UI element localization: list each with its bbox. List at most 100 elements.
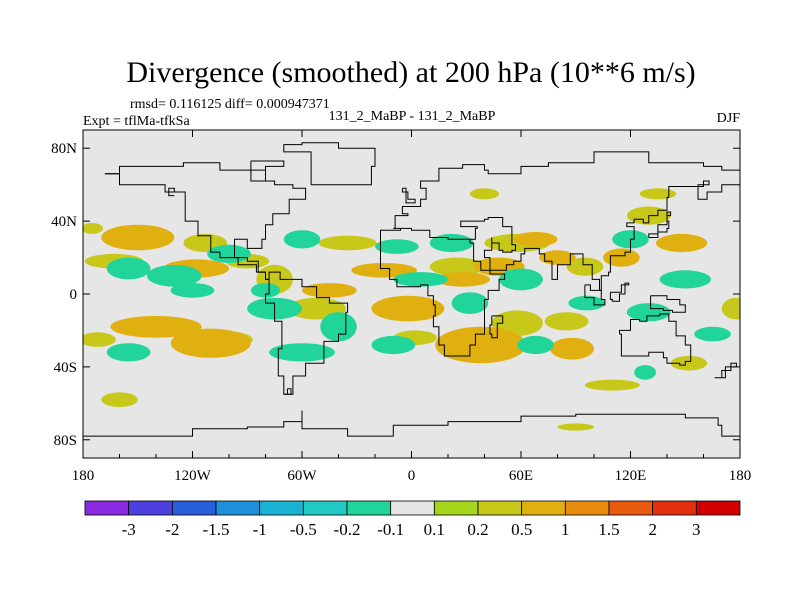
colorbar-swatch-14 bbox=[695, 500, 741, 516]
colorbar-swatch-2 bbox=[171, 500, 217, 516]
divergence-region-0 bbox=[83, 222, 103, 234]
coastline-16 bbox=[401, 187, 416, 204]
coastline-14 bbox=[83, 410, 740, 440]
colorbar-label-1: -2 bbox=[165, 520, 179, 539]
divergence-region-36 bbox=[656, 233, 708, 253]
convergence-region-2 bbox=[207, 244, 251, 263]
coastline-17 bbox=[283, 388, 292, 395]
colorbar-label-10: 1 bbox=[561, 520, 570, 539]
comparison-label: 131_2_MaBP - 131_2_MaBP bbox=[329, 109, 496, 124]
colorbar-swatch-11 bbox=[564, 500, 610, 516]
coastline-9 bbox=[609, 282, 630, 302]
coastline-18 bbox=[250, 160, 285, 182]
divergence-region-20 bbox=[557, 423, 595, 431]
divergence-region-5 bbox=[83, 332, 116, 347]
colorbar-swatch-10 bbox=[521, 500, 566, 516]
y-tick-label-2: 0 bbox=[70, 287, 78, 303]
chart-title: Divergence (smoothed) at 200 hPa (10**6 … bbox=[126, 56, 695, 89]
divergence-region-22 bbox=[469, 188, 500, 200]
map-plot bbox=[82, 129, 741, 459]
colorbar-label-5: -0.2 bbox=[334, 520, 361, 539]
divergence-region-26 bbox=[170, 328, 251, 358]
coastline-13 bbox=[714, 362, 737, 379]
experiment-label: Expt = tflMa-tfkSa bbox=[83, 114, 190, 129]
colorbar-swatch-1 bbox=[128, 500, 173, 516]
season-label: DJF bbox=[717, 111, 741, 126]
coastline-1 bbox=[104, 173, 266, 280]
coastline-5 bbox=[380, 227, 506, 357]
x-axis: 180 120W 60W 0 60E 120E 180 bbox=[72, 130, 752, 484]
divergence-region-27 bbox=[302, 283, 357, 298]
colorbar-label-8: 0.2 bbox=[467, 520, 488, 539]
convergence-region-12 bbox=[499, 268, 543, 291]
colorbar-label-0: -3 bbox=[122, 520, 136, 539]
colorbar-swatch-12 bbox=[608, 500, 654, 516]
divergence-region-30 bbox=[435, 272, 490, 287]
colorbar-label-13: 3 bbox=[692, 520, 701, 539]
colorbar-label-6: -0.1 bbox=[377, 520, 404, 539]
convergence-region-13 bbox=[568, 295, 605, 311]
x-tick-label-3: 0 bbox=[408, 468, 416, 484]
colorbar: -3 -2 -1.5 -1 -0.5 -0.2 -0.1 0.1 0.2 0.5 1 1.5 2 3 bbox=[84, 500, 741, 539]
divergence-region-11 bbox=[429, 257, 485, 276]
divergence-region-17 bbox=[584, 379, 640, 391]
convergence-region-15 bbox=[451, 292, 489, 314]
colorbar-swatch-0 bbox=[84, 500, 130, 516]
divergence-region-32 bbox=[513, 232, 558, 247]
divergence-region-14 bbox=[566, 257, 604, 276]
divergence-region-23 bbox=[101, 224, 175, 251]
x-tick-label-6: 180 bbox=[729, 468, 752, 484]
colorbar-swatch-4 bbox=[259, 500, 304, 516]
coastline-15 bbox=[168, 187, 175, 197]
x-tick-label-5: 120E bbox=[615, 468, 647, 484]
divergence-region-9 bbox=[318, 235, 377, 251]
divergence-region-21 bbox=[639, 188, 677, 200]
coastline-8 bbox=[584, 284, 606, 306]
stats-label: rmsd= 0.116125 diff= 0.000947371 bbox=[130, 97, 330, 112]
convergence-region-22 bbox=[250, 283, 281, 298]
convergence-region-10 bbox=[283, 230, 321, 249]
coastline-3 bbox=[283, 142, 376, 186]
x-tick-label-2: 60W bbox=[287, 468, 317, 484]
convergence-region-3 bbox=[170, 283, 215, 298]
convergence-region-7 bbox=[320, 312, 357, 342]
colorbar-swatch-13 bbox=[652, 500, 697, 516]
convergence-region-19 bbox=[626, 303, 671, 322]
colorbar-label-11: 1.5 bbox=[598, 520, 619, 539]
divergence-region-35 bbox=[603, 248, 640, 267]
convergence-region-20 bbox=[634, 365, 656, 380]
colorbar-swatch-9 bbox=[477, 500, 523, 516]
divergence-region-29 bbox=[371, 295, 445, 322]
divergence-region-37 bbox=[550, 337, 594, 360]
convergence-region-9 bbox=[429, 233, 474, 253]
divergence-region-28 bbox=[351, 263, 417, 278]
colorbar-swatch-7 bbox=[390, 500, 435, 516]
y-axis: 80N 40N 0 40S 80S bbox=[51, 141, 740, 449]
colorbar-swatch-6 bbox=[346, 500, 392, 516]
divergence-region-6 bbox=[101, 392, 138, 408]
divergence-region-16 bbox=[544, 312, 589, 331]
divergence-region-33 bbox=[435, 326, 527, 364]
colorbar-label-3: -1 bbox=[253, 520, 267, 539]
colorbar-label-7: 0.1 bbox=[424, 520, 445, 539]
x-tick-label-1: 120W bbox=[174, 468, 212, 484]
colorbar-swatch-5 bbox=[302, 500, 348, 516]
coastline-11 bbox=[489, 315, 504, 339]
convergence-region-4 bbox=[106, 343, 151, 362]
colorbar-swatch-3 bbox=[215, 500, 261, 516]
y-tick-label-1: 40N bbox=[51, 214, 77, 230]
coastline-0 bbox=[104, 162, 307, 280]
convergence-region-6 bbox=[269, 343, 335, 362]
coastline-7 bbox=[619, 313, 692, 366]
convergence-region-11 bbox=[375, 239, 419, 254]
coastline-10 bbox=[650, 295, 686, 313]
x-tick-label-4: 60E bbox=[509, 468, 533, 484]
colorbar-label-4: -0.5 bbox=[290, 520, 317, 539]
convergence-region-0 bbox=[106, 257, 151, 280]
colorbar-label-2: -1.5 bbox=[203, 520, 230, 539]
y-tick-label-0: 80N bbox=[51, 141, 77, 157]
convergence-region-21 bbox=[694, 326, 731, 342]
divergence-region-19 bbox=[721, 297, 740, 320]
x-tick-label-0: 180 bbox=[72, 468, 95, 484]
